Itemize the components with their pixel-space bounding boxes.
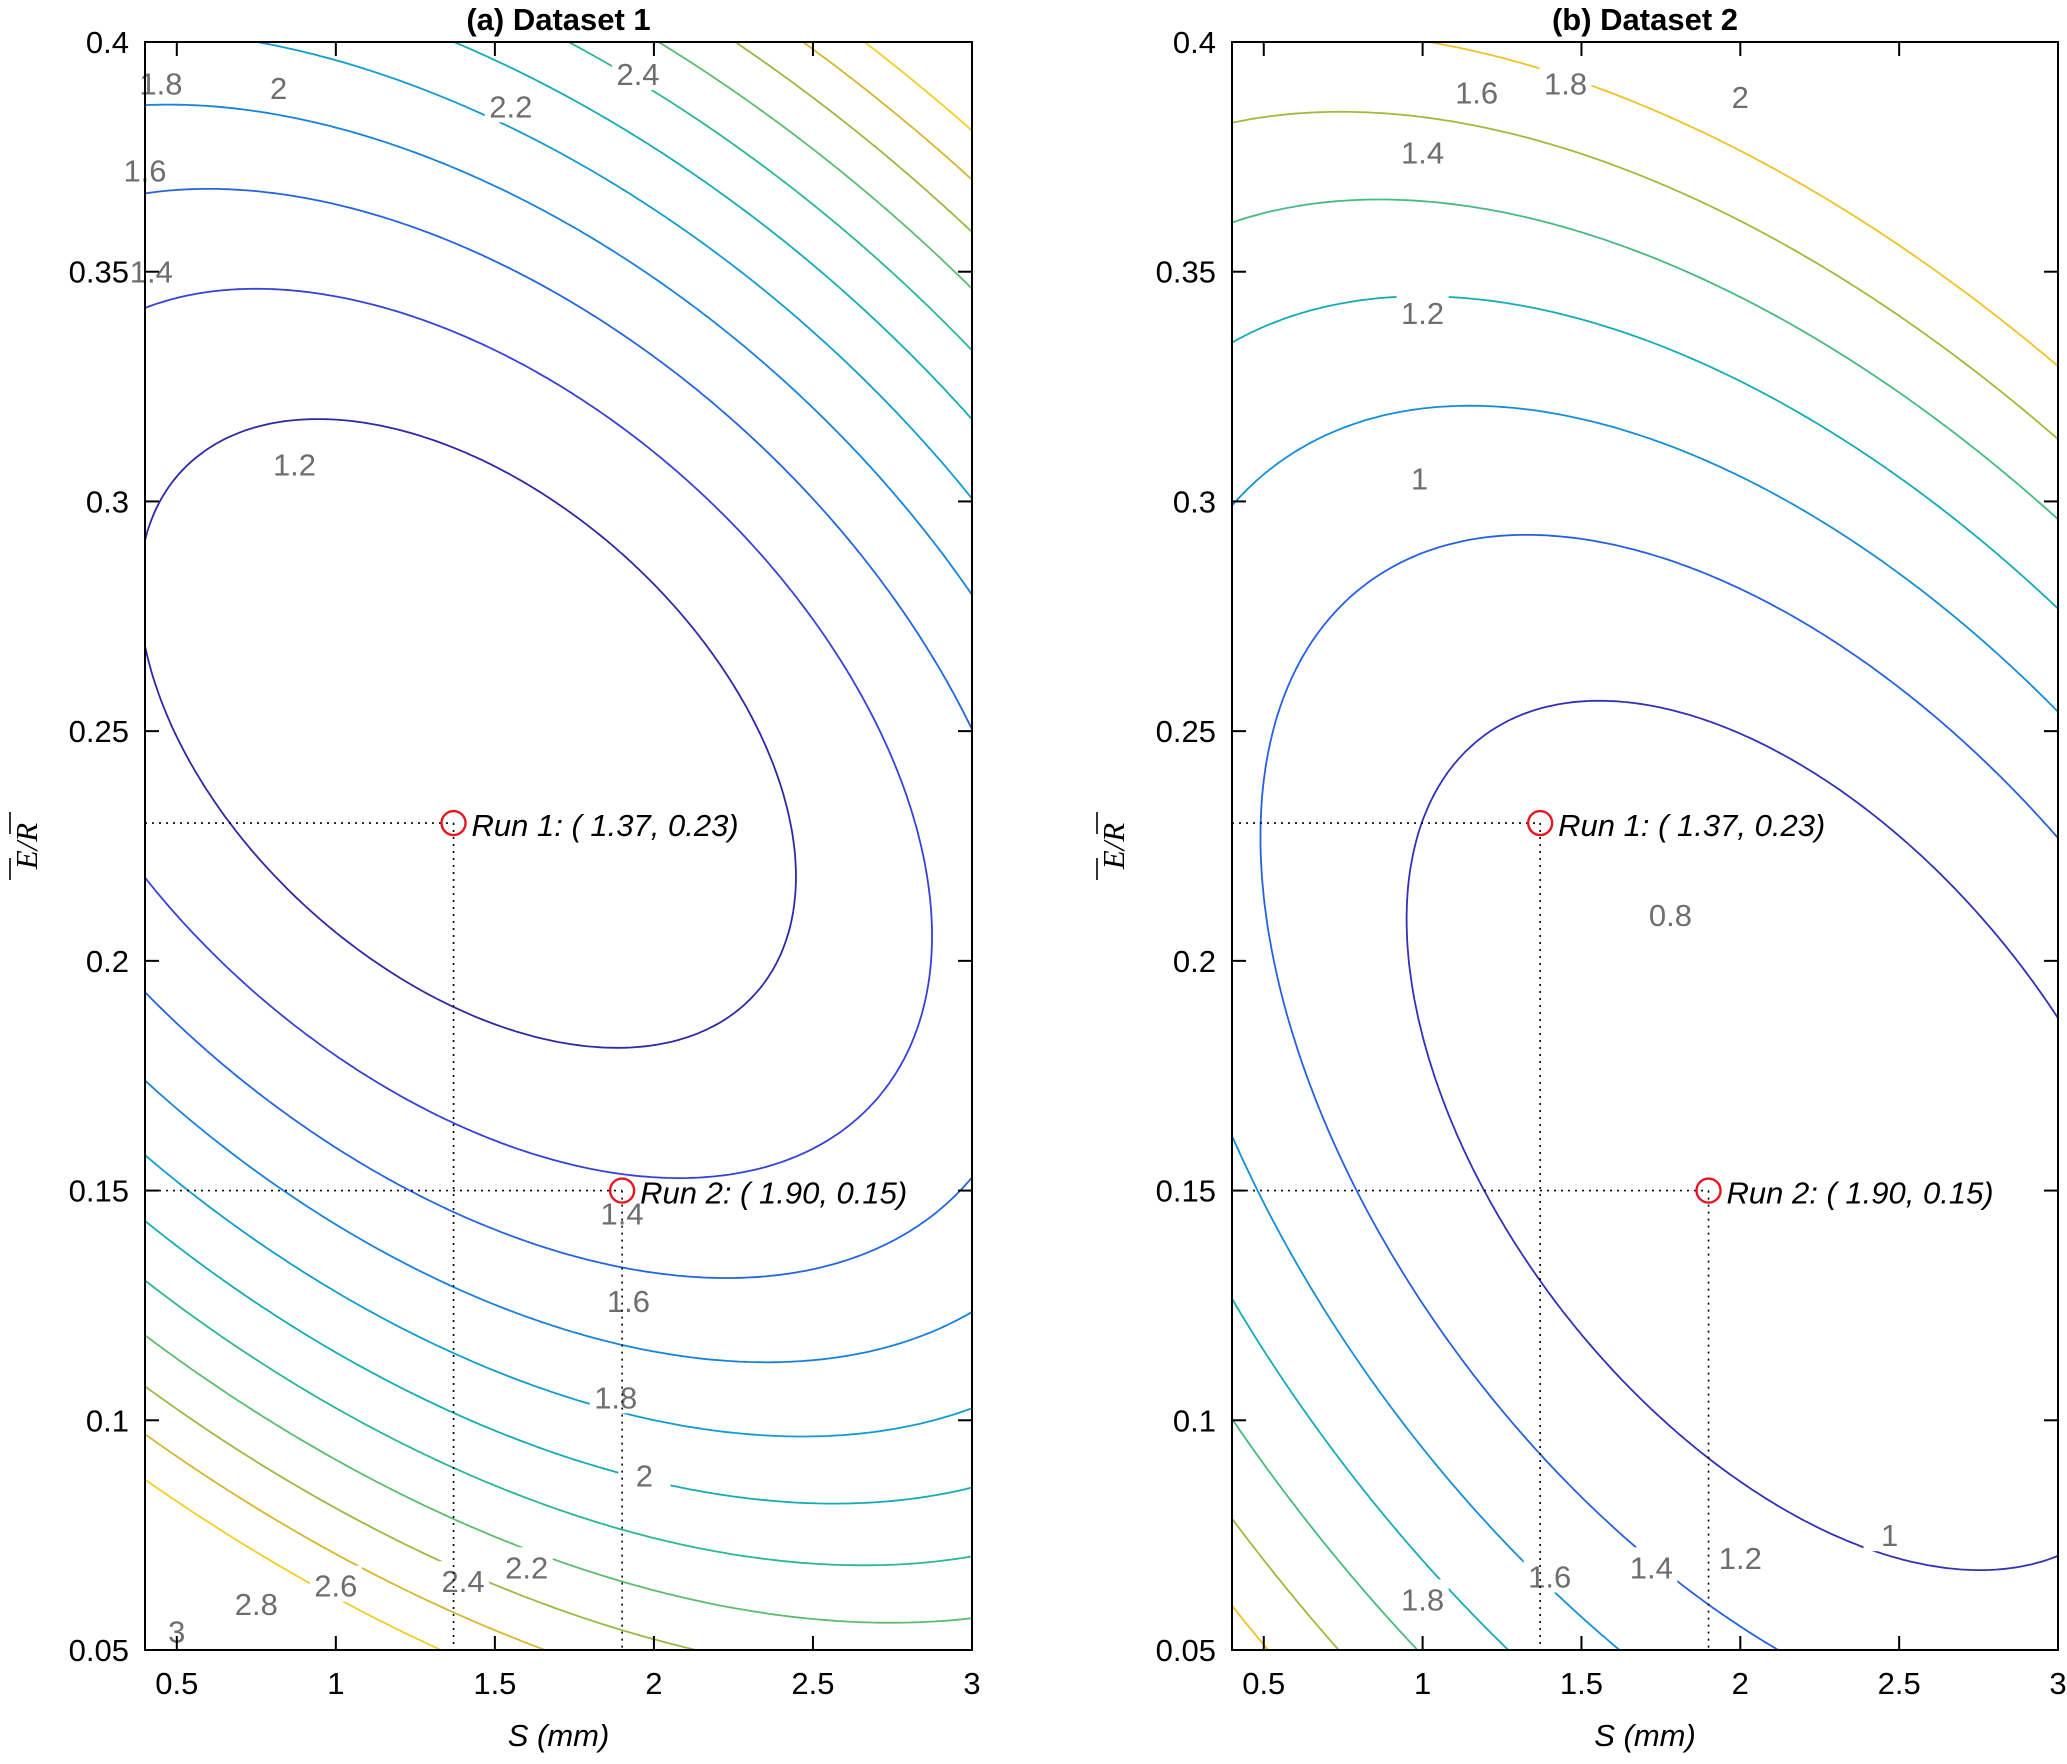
y-tick-label: 0.35: [69, 255, 129, 290]
contour-line-1.8: [145, 42, 972, 1438]
contour-line-1.2: [145, 287, 933, 1179]
contour-line-2.8: [145, 42, 972, 1650]
contour-label: 1: [1411, 461, 1428, 496]
contour-label: 2: [270, 71, 287, 106]
x-tick-label: 1.5: [1560, 1666, 1603, 1701]
x-axis-label: S (mm): [1594, 1718, 1696, 1753]
y-axis-label: E/R: [9, 823, 44, 871]
contour-label: 2: [636, 1458, 653, 1493]
x-tick-label: 0.5: [155, 1666, 198, 1701]
marker-run-1: [440, 809, 467, 837]
contour-line-1.4: [1232, 295, 2058, 1650]
y-tick-label: 0.35: [1156, 255, 1216, 290]
reference-lines: [1232, 822, 1710, 1650]
contour-line-1.2: [1232, 404, 2058, 1650]
ticks: 0.5 1 1.5 2 2.5 3 0.05 0.1 0.15 0.2 0.25 0.3 0.35 0.4: [69, 25, 981, 1701]
ticks: 0.5 1 1.5 2 2.5 3 0.05 0.1 0.15 0.2 0.25 0.3 0.35 0.4: [1156, 25, 2067, 1701]
contour-label: 2.4: [616, 57, 659, 92]
chart-title: (a) Dataset 1: [466, 2, 650, 37]
contour-label: 1.6: [1455, 76, 1498, 111]
y-tick-label: 0.4: [86, 25, 129, 60]
panel-a: 1.21.41.61.8 22.22.41.41.61.822.22.42.62.…: [9, 2, 981, 1753]
marker-run-2: [1695, 1177, 1722, 1204]
y-tick-label: 0.05: [69, 1633, 129, 1668]
contour-label: 1.2: [1719, 1541, 1762, 1576]
marker-run-1: [1526, 809, 1554, 837]
contour-label: 2.2: [505, 1550, 548, 1585]
contour-label: 2.8: [235, 1587, 278, 1622]
contour-labels: 1.21.41.61.8 22.22.41.41.61.822.22.42.62.…: [119, 54, 671, 1650]
contour-label: 2.2: [489, 89, 532, 124]
x-tick-label: 2.5: [791, 1666, 834, 1701]
contour-label: 2.6: [314, 1569, 357, 1604]
contour-label: 1: [1881, 1518, 1898, 1553]
y-tick-label: 0.1: [86, 1403, 129, 1438]
contour-label: 1.4: [1401, 135, 1444, 170]
contour-label: 0.8: [1649, 898, 1692, 933]
contour-label: 2: [1732, 80, 1749, 115]
axes-box: [1231, 41, 2059, 1651]
y-tick-label: 0.4: [1173, 25, 1216, 60]
y-axis-label-group: E/R: [1096, 812, 1131, 880]
contour-label: 1.2: [1401, 296, 1444, 331]
axes-box: [144, 41, 973, 1651]
x-tick-label: 1: [327, 1666, 344, 1701]
x-tick-label: 1: [1414, 1666, 1431, 1701]
y-tick-label: 0.05: [1156, 1633, 1216, 1668]
contour-lines: [1232, 42, 2058, 1650]
contour-line-1.6: [145, 103, 972, 1364]
contour-line-2.2: [145, 42, 972, 1567]
x-tick-label: 2: [1732, 1666, 1749, 1701]
contour-line-0.8: [1405, 699, 2058, 1571]
y-tick-label: 0.25: [1156, 714, 1216, 749]
x-tick-label: 2.5: [1878, 1666, 1921, 1701]
y-tick-label: 0.15: [69, 1174, 129, 1209]
contour-label: 1.6: [607, 1284, 650, 1319]
y-tick-label: 0.3: [1173, 484, 1216, 519]
contour-label: 1.2: [273, 448, 316, 483]
panel-b: 1 1.2 1.4 1.6 1.8 2 0.8 1 1.2 1.4 1.6 1.8 Run 1: ( 1…: [1096, 2, 2067, 1753]
marker-label-run-2: Run 2: ( 1.90, 0.15): [1727, 1176, 1994, 1211]
y-axis-label-group: E/R: [9, 812, 44, 880]
x-tick-label: 3: [963, 1666, 980, 1701]
y-tick-label: 0.3: [86, 484, 129, 519]
contour-line-1.8: [1232, 110, 2058, 1650]
x-axis-label: S (mm): [508, 1718, 610, 1753]
x-tick-label: 2: [645, 1666, 662, 1701]
y-tick-label: 0.15: [1156, 1174, 1216, 1209]
contour-line-2: [145, 42, 972, 1505]
marker-label-run-1: Run 1: ( 1.37, 0.23): [472, 808, 739, 843]
contour-line-1.6: [1232, 198, 2058, 1650]
contour-label: 2.4: [442, 1564, 485, 1599]
x-tick-label: 0.5: [1242, 1666, 1285, 1701]
y-tick-label: 0.25: [69, 714, 129, 749]
chart-title: (b) Dataset 2: [1552, 2, 1738, 37]
contour-lines: [145, 42, 972, 1650]
marker-label-run-2: Run 2: ( 1.90, 0.15): [640, 1176, 907, 1211]
y-axis-label: E/R: [1096, 823, 1131, 871]
contour-label: 1.6: [1528, 1559, 1571, 1594]
contour-label: 1.8: [1544, 66, 1587, 101]
marker-run-2: [608, 1177, 636, 1204]
contour-label: 1.4: [1630, 1550, 1673, 1585]
y-tick-label: 0.2: [86, 944, 129, 979]
contour-label: 1.8: [1401, 1582, 1444, 1617]
contour-label: 1.8: [594, 1380, 637, 1415]
contour-line-1: [1259, 534, 2058, 1650]
y-tick-label: 0.2: [1173, 944, 1216, 979]
reference-lines: [145, 822, 623, 1650]
contour-label: 3: [168, 1615, 185, 1650]
contour-line-2.6: [145, 42, 972, 1650]
marker-label-run-1: Run 1: ( 1.37, 0.23): [1558, 808, 1825, 843]
contour-line-1.4: [145, 188, 972, 1279]
y-tick-label: 0.1: [1173, 1403, 1216, 1438]
contour-labels: 1 1.2 1.4 1.6 1.8 2 0.8 1 1.2 1.4 1.6 1.8: [1393, 63, 1916, 1617]
contour-label: 1.8: [139, 66, 182, 101]
x-tick-label: 3: [2049, 1666, 2066, 1701]
contour-line-1: [145, 418, 797, 1049]
x-tick-label: 1.5: [473, 1666, 516, 1701]
contour-line-3: [145, 42, 972, 1650]
contour-line-2: [1232, 42, 2058, 1650]
